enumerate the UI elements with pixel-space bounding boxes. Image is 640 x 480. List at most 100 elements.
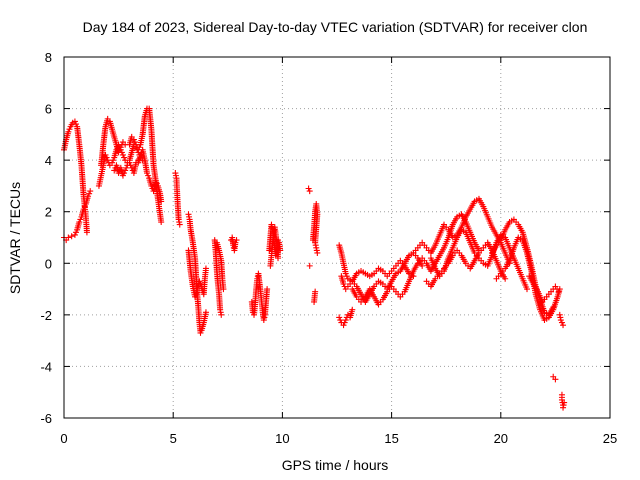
axis-ticks: 0 5 10 15 20 25 -6 -4 -2 0 2 4 6 8 [40,50,617,446]
data-point [87,188,94,195]
y-tick-label: -6 [40,411,52,426]
data-point [71,118,78,125]
data-point [68,233,75,240]
data-point [103,154,110,161]
data-point [197,280,204,287]
y-tick-label: 8 [45,50,52,65]
data-point [65,234,72,241]
data-point [561,399,568,406]
data-point [202,265,209,272]
y-tick-label: 0 [45,256,52,271]
data-point [65,128,72,135]
data-point [131,139,138,146]
data-point [111,167,118,174]
x-tick-label: 5 [170,431,177,446]
data-point [66,126,73,133]
data-point [306,262,313,269]
data-point [524,286,531,293]
data-point [110,157,117,164]
y-tick-label: -4 [40,359,52,374]
x-tick-label: 25 [603,431,617,446]
data-point [560,322,567,329]
data-point [340,280,347,287]
data-point [264,286,271,293]
data-point [122,167,129,174]
data-point [71,231,78,238]
y-tick-label: 4 [45,153,52,168]
data-point [196,278,203,285]
data-point [102,151,109,158]
data-point [314,249,321,256]
data-point [312,288,319,295]
y-tick-label: 6 [45,102,52,117]
data-point [148,182,155,189]
data-point [119,151,126,158]
data-point [552,376,559,383]
data-point [117,146,124,153]
data-points [61,105,568,411]
data-point [342,270,349,277]
x-tick-label: 15 [384,431,398,446]
data-point [349,306,356,313]
data-point [306,188,313,195]
data-point [557,317,564,324]
data-point [115,141,122,148]
data-point [158,198,165,205]
data-point [128,164,135,171]
data-point [197,329,204,336]
data-point [502,275,509,282]
data-point [337,317,344,324]
data-point [153,180,160,187]
data-point [77,216,84,223]
y-tick-label: -2 [40,308,52,323]
data-point [336,314,343,321]
data-point [143,170,150,177]
x-tick-label: 10 [275,431,289,446]
data-point [109,159,116,166]
data-point [123,164,130,171]
data-point [137,151,144,158]
data-point [116,144,123,151]
data-point [419,262,426,269]
data-point [145,172,152,179]
data-point [121,154,128,161]
data-point [558,319,565,326]
data-point [121,170,128,177]
data-point [176,221,183,228]
data-point [158,219,165,226]
data-point [119,172,126,179]
data-point [305,185,312,192]
data-point [275,255,282,262]
data-point [341,319,348,326]
data-point [220,286,227,293]
data-point [218,311,225,318]
data-point [104,157,111,164]
data-point [118,149,125,156]
data-point [73,121,80,128]
x-tick-label: 0 [60,431,67,446]
data-point [115,170,122,177]
data-point [73,229,80,236]
data-point [136,144,143,151]
y-tick-label: 2 [45,205,52,220]
y-axis-title: SDTVAR / TECUs [7,182,23,294]
plot-frame [63,56,611,419]
data-point [202,309,209,316]
data-point [130,136,137,143]
grid [64,57,610,418]
data-point [233,237,240,244]
data-point [342,317,349,324]
x-tick-label: 20 [494,431,508,446]
data-point [232,239,239,246]
chart-title: Day 184 of 2023, Sidereal Day-to-day VTE… [83,19,588,35]
data-point [555,288,562,295]
data-point [343,273,350,280]
data-point [76,219,83,226]
data-point [340,322,347,329]
data-point [126,159,133,166]
x-axis-title: GPS time / hours [282,457,389,473]
data-point [83,229,90,236]
data-point [127,162,134,169]
data-point [86,190,93,197]
